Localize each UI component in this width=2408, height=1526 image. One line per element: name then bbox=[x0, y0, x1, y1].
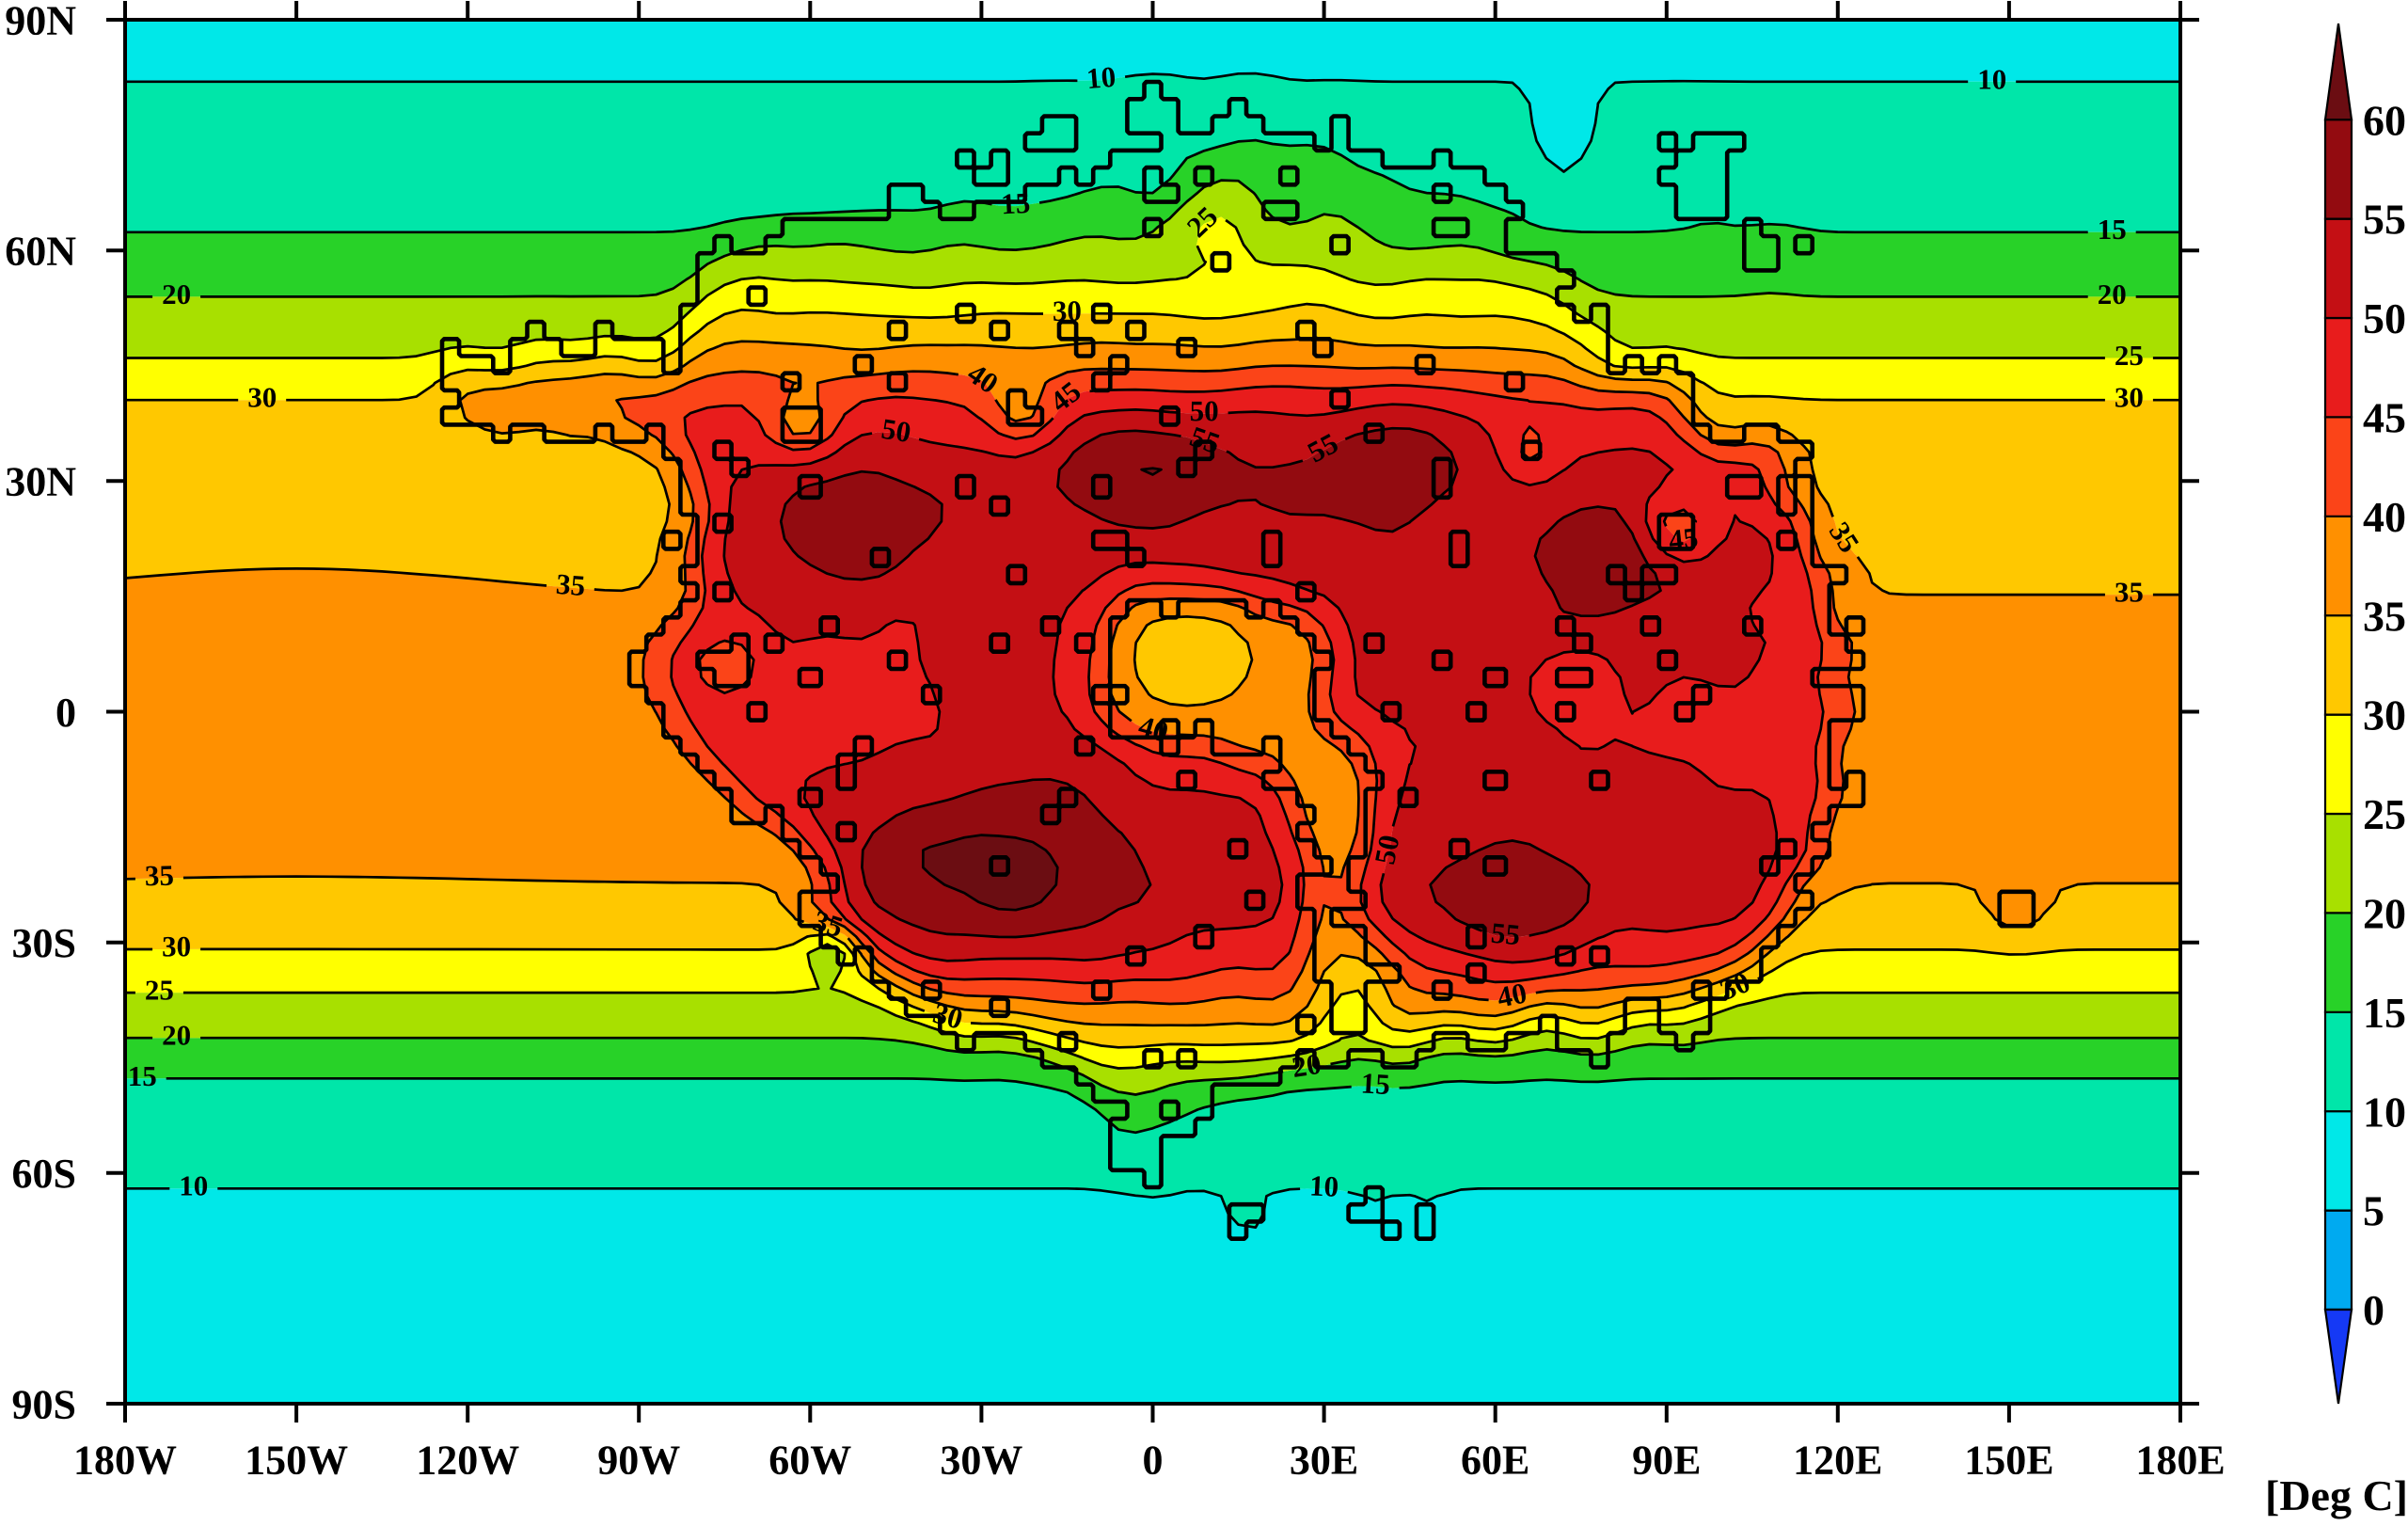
svg-text:15: 15 bbox=[128, 1059, 157, 1092]
svg-text:25: 25 bbox=[2363, 790, 2406, 838]
svg-text:90E: 90E bbox=[1632, 1438, 1701, 1484]
svg-text:15: 15 bbox=[1360, 1066, 1391, 1101]
svg-text:[Deg C]: [Deg C] bbox=[2265, 1471, 2408, 1519]
svg-text:90N: 90N bbox=[5, 0, 76, 43]
svg-text:10: 10 bbox=[1977, 62, 2006, 95]
svg-text:50: 50 bbox=[879, 412, 913, 449]
svg-text:60E: 60E bbox=[1461, 1438, 1529, 1484]
svg-text:5: 5 bbox=[2363, 1187, 2384, 1235]
svg-text:45: 45 bbox=[2363, 394, 2406, 442]
svg-text:55: 55 bbox=[1490, 916, 1522, 952]
svg-text:20: 20 bbox=[2098, 278, 2127, 310]
svg-text:10: 10 bbox=[179, 1169, 208, 1202]
svg-text:180E: 180E bbox=[2135, 1438, 2225, 1484]
svg-text:30S: 30S bbox=[12, 920, 76, 966]
svg-text:35: 35 bbox=[555, 567, 587, 602]
svg-text:55: 55 bbox=[2363, 196, 2406, 244]
svg-text:15: 15 bbox=[2363, 989, 2406, 1037]
svg-text:15: 15 bbox=[2098, 213, 2127, 246]
svg-text:25: 25 bbox=[145, 974, 174, 1007]
svg-text:60N: 60N bbox=[5, 228, 76, 274]
svg-text:0: 0 bbox=[55, 690, 76, 736]
svg-text:10: 10 bbox=[1085, 60, 1117, 95]
svg-text:10: 10 bbox=[1308, 1168, 1339, 1202]
svg-text:35: 35 bbox=[144, 859, 174, 893]
svg-text:150E: 150E bbox=[1964, 1438, 2053, 1484]
svg-text:20: 20 bbox=[1290, 1047, 1323, 1084]
svg-text:30: 30 bbox=[247, 381, 277, 414]
svg-text:35: 35 bbox=[2115, 576, 2144, 609]
svg-text:30: 30 bbox=[162, 930, 191, 962]
svg-text:30: 30 bbox=[2115, 381, 2144, 414]
svg-text:60W: 60W bbox=[768, 1438, 851, 1484]
svg-text:40: 40 bbox=[1495, 976, 1529, 1013]
svg-text:25: 25 bbox=[2115, 339, 2144, 372]
svg-text:60S: 60S bbox=[12, 1151, 76, 1197]
svg-text:30: 30 bbox=[2363, 691, 2406, 739]
svg-text:10: 10 bbox=[2363, 1088, 2406, 1136]
svg-text:45: 45 bbox=[1667, 521, 1700, 557]
svg-text:20: 20 bbox=[162, 278, 191, 310]
svg-text:30E: 30E bbox=[1290, 1438, 1358, 1484]
svg-text:30N: 30N bbox=[5, 459, 76, 505]
svg-text:120W: 120W bbox=[416, 1438, 519, 1484]
svg-text:20: 20 bbox=[2363, 890, 2406, 938]
svg-text:30W: 30W bbox=[940, 1438, 1022, 1484]
svg-text:40: 40 bbox=[2363, 493, 2406, 541]
svg-text:30: 30 bbox=[1053, 294, 1082, 327]
svg-text:90S: 90S bbox=[12, 1381, 76, 1427]
svg-text:150W: 150W bbox=[245, 1438, 348, 1484]
svg-text:50: 50 bbox=[1190, 394, 1219, 427]
svg-text:90W: 90W bbox=[597, 1438, 680, 1484]
svg-text:15: 15 bbox=[1000, 186, 1031, 221]
svg-text:50: 50 bbox=[1368, 832, 1405, 866]
svg-text:50: 50 bbox=[2363, 294, 2406, 342]
svg-text:0: 0 bbox=[1143, 1438, 1164, 1484]
svg-text:0: 0 bbox=[2363, 1286, 2384, 1334]
svg-text:35: 35 bbox=[2363, 592, 2406, 640]
svg-text:20: 20 bbox=[162, 1019, 191, 1052]
svg-text:60: 60 bbox=[2363, 96, 2406, 144]
svg-text:120E: 120E bbox=[1793, 1438, 1882, 1484]
svg-text:180W: 180W bbox=[73, 1438, 177, 1484]
